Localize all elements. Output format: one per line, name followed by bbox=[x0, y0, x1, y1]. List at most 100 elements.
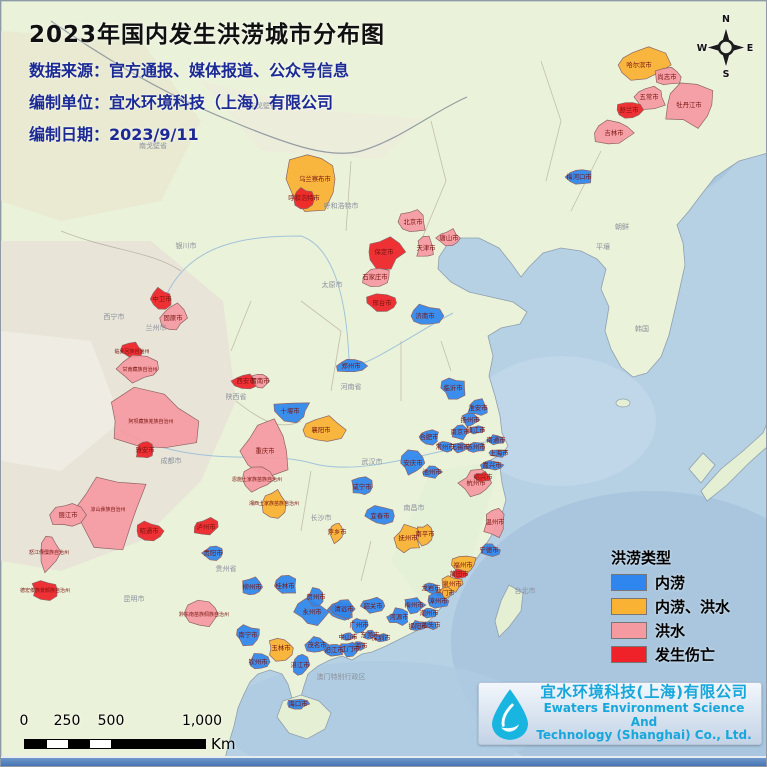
flood-region bbox=[485, 434, 505, 446]
company-name-en1: Ewaters Environment Science And bbox=[543, 700, 745, 729]
legend-item: 发生伤亡 bbox=[611, 646, 730, 664]
flood-region bbox=[273, 402, 311, 424]
flood-region bbox=[149, 286, 172, 310]
flood-region bbox=[366, 293, 397, 312]
flood-region bbox=[274, 574, 297, 594]
north-arrow: N W E S bbox=[697, 13, 754, 79]
flood-region bbox=[193, 517, 219, 536]
scalebar-bar bbox=[24, 739, 206, 749]
legend-label: 洪水 bbox=[655, 622, 686, 640]
basemap-label: 武汉市 bbox=[362, 457, 383, 466]
flood-region-label: 江门市 bbox=[341, 644, 360, 653]
flood-region bbox=[135, 441, 154, 459]
legend-item: 内涝 bbox=[611, 574, 730, 592]
flood-region-label: 柳州市 bbox=[243, 582, 262, 591]
basemap-label: 兰州市 bbox=[146, 323, 167, 332]
flood-region-label: 河源市 bbox=[390, 612, 409, 621]
flood-region bbox=[410, 303, 445, 325]
flood-region bbox=[400, 449, 426, 476]
legend-swatch bbox=[611, 598, 647, 615]
flood-region bbox=[363, 629, 377, 640]
flood-region bbox=[40, 535, 62, 574]
flood-region bbox=[469, 425, 485, 435]
flood-region-label: 南平市 bbox=[416, 529, 435, 538]
flood-region-label: 五常市 bbox=[640, 92, 659, 101]
scalebar-unit: Km bbox=[211, 735, 236, 753]
legend: 洪涝类型 内涝 内涝、洪水 洪水 发生伤亡 bbox=[611, 547, 730, 670]
flood-region bbox=[111, 386, 200, 449]
map-title: 2023年国内发生洪涝城市分布图 bbox=[29, 22, 386, 48]
flood-region-label: 淮安市 bbox=[469, 403, 488, 412]
flood-region-label: 海口市 bbox=[289, 699, 308, 708]
flood-region-label: 石家庄市 bbox=[362, 272, 387, 281]
flood-region-label: 抚州市 bbox=[399, 533, 418, 542]
flood-region bbox=[306, 587, 324, 607]
flood-region-label: 中卫市 bbox=[153, 294, 172, 303]
flood-region-label: 宁德市 bbox=[480, 545, 499, 554]
legend-label: 内涝、洪水 bbox=[655, 598, 731, 616]
compile-date-line: 编制日期：2023/9/11 bbox=[29, 125, 199, 144]
flood-region bbox=[159, 302, 189, 331]
basemap-label: 河南省 bbox=[341, 382, 362, 391]
flood-region-label: 厦门市 bbox=[436, 588, 455, 597]
flood-region-label: 吉林市 bbox=[605, 128, 624, 137]
legend-swatch bbox=[611, 646, 647, 663]
scalebar-tick: 500 bbox=[97, 713, 125, 729]
flood-region bbox=[236, 624, 260, 647]
flood-region-label: 保定市 bbox=[375, 247, 394, 256]
flood-region-label: 泉州市 bbox=[443, 579, 462, 588]
legend-label: 内涝 bbox=[655, 574, 686, 592]
flood-region bbox=[329, 599, 356, 620]
flood-region bbox=[261, 489, 287, 519]
flood-region bbox=[594, 119, 635, 145]
flood-region bbox=[654, 66, 682, 85]
flood-region-label: 临沂市 bbox=[444, 383, 463, 392]
flood-region bbox=[304, 636, 330, 653]
flood-region bbox=[293, 186, 315, 210]
kyushu-island bbox=[688, 452, 716, 484]
flood-region-label: 池州市 bbox=[423, 467, 442, 476]
legend-swatch bbox=[611, 622, 647, 639]
flood-region-label: 杭州市 bbox=[467, 478, 486, 487]
flood-region-label: 嘉兴市 bbox=[483, 460, 502, 469]
flood-region-label: 南宁市 bbox=[239, 630, 258, 639]
company-logo-box: 宜水环境科技(上海)有限公司 Ewaters Environment Scien… bbox=[478, 682, 762, 745]
flood-region bbox=[351, 476, 373, 495]
flood-region-label: 昭通市 bbox=[140, 526, 159, 535]
compass-ring bbox=[717, 39, 735, 56]
flood-region-label: 湘西土家族苗族自治州 bbox=[249, 500, 299, 507]
compiled-by-line: 编制单位：宜水环境科技（上海）有限公司 bbox=[29, 93, 334, 112]
flood-region-label: 阿坝藏族羌族自治州 bbox=[128, 418, 173, 425]
basemap-label: 台北市 bbox=[515, 586, 536, 595]
flood-region-label: 福州市 bbox=[454, 560, 473, 569]
flood-region bbox=[362, 267, 390, 287]
flood-region bbox=[359, 596, 386, 614]
flood-region bbox=[665, 82, 714, 129]
flood-region-label: 广州市 bbox=[350, 620, 369, 629]
flood-region bbox=[483, 507, 505, 539]
japan-islands bbox=[700, 424, 766, 502]
basemap-label: 平壤 bbox=[596, 242, 610, 251]
flood-region bbox=[386, 607, 409, 626]
flood-region-label: 绍兴市 bbox=[474, 472, 493, 481]
flood-region bbox=[341, 632, 357, 641]
flood-region-label: 天津市 bbox=[417, 243, 436, 252]
flood-region bbox=[251, 373, 270, 389]
flood-region-label: 济南市 bbox=[416, 311, 435, 320]
flood-region bbox=[488, 449, 508, 458]
flood-region-label: 北京市 bbox=[404, 217, 423, 226]
flood-region bbox=[424, 621, 438, 630]
flood-region-label: 桂林市 bbox=[276, 581, 295, 590]
flood-region bbox=[351, 618, 369, 634]
basemap-label: 陕西省 bbox=[226, 392, 247, 401]
flood-region-label: 无锡市 bbox=[451, 442, 470, 451]
flood-region bbox=[364, 505, 395, 525]
legend-swatch bbox=[611, 574, 647, 591]
jeju-island bbox=[615, 398, 631, 408]
flood-region bbox=[427, 592, 450, 609]
flood-region bbox=[416, 235, 434, 257]
